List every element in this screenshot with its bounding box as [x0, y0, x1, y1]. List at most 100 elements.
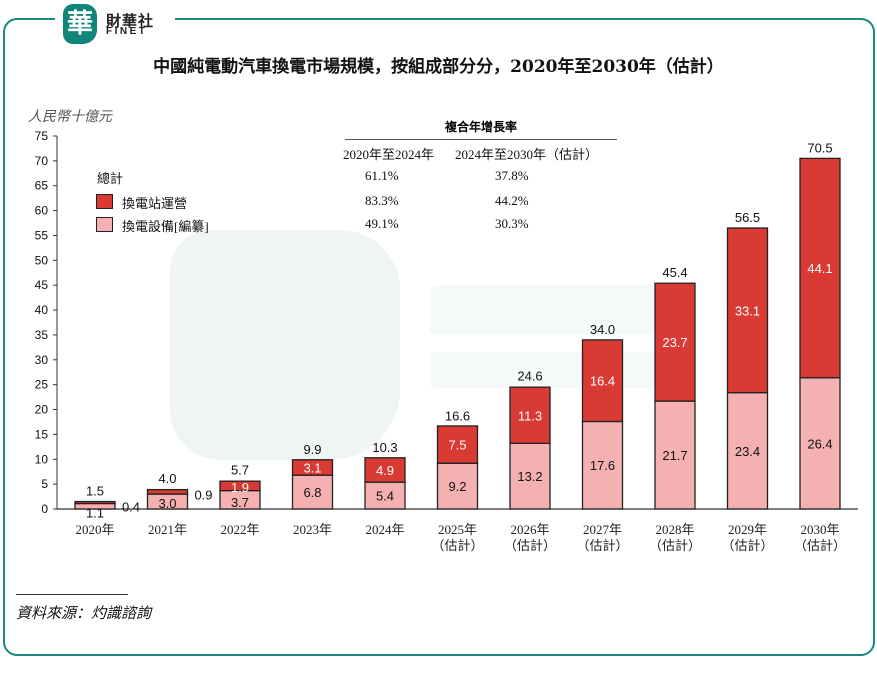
watermark-mark — [430, 285, 690, 335]
y-tick-label: 10 — [35, 452, 49, 466]
x-tick-label: 2024年 — [365, 522, 404, 537]
y-tick-label: 65 — [35, 179, 49, 193]
bar-segment — [509, 442, 551, 510]
x-tick-label: （估計） — [576, 538, 628, 553]
total-label: 5.7 — [231, 463, 249, 478]
y-tick-label: 15 — [35, 427, 49, 441]
data-label: 23.7 — [662, 335, 687, 350]
bar-segment — [799, 157, 841, 379]
x-tick-label: 2029年 — [728, 522, 767, 537]
cagr-value: 49.1% — [365, 216, 399, 231]
data-label: 3.1 — [303, 460, 321, 475]
logo-name-en: FINET — [106, 26, 148, 37]
data-label: 13.2 — [517, 469, 542, 484]
data-label: 0.9 — [194, 488, 212, 503]
data-label: 5.4 — [376, 489, 394, 504]
bar-segment — [364, 457, 406, 483]
source-divider — [16, 594, 128, 595]
cagr-heading: 複合年增長率 — [345, 118, 617, 140]
data-label: 26.4 — [807, 436, 832, 451]
cagr-value: 61.1% — [365, 168, 399, 183]
cagr-value: 30.3% — [495, 216, 529, 231]
data-label: 4.9 — [376, 463, 394, 478]
x-tick-label: （估計） — [504, 538, 556, 553]
cagr-col-1: 2020年至2024年 — [343, 147, 435, 162]
legend-operations: 換電站運營 — [122, 196, 188, 211]
y-tick-label: 40 — [35, 303, 49, 317]
y-tick-label: 50 — [35, 253, 49, 267]
data-label: 1.1 — [86, 506, 104, 521]
x-tick-label: 2026年 — [510, 522, 549, 537]
data-label: 7.5 — [448, 438, 466, 453]
data-label: 6.8 — [303, 485, 321, 500]
bar-segment — [74, 500, 116, 505]
cagr-value: 83.3% — [365, 193, 399, 208]
data-label: 3.7 — [231, 495, 249, 510]
y-tick-label: 70 — [35, 154, 49, 168]
y-tick-label: 55 — [35, 228, 49, 242]
total-label: 10.3 — [372, 440, 397, 455]
x-tick-label: 2025年 — [438, 522, 477, 537]
finet-logo: 華 — [63, 4, 97, 44]
data-label: 0.4 — [122, 500, 140, 515]
legend-total: 總計 — [97, 171, 124, 186]
chart-frame — [3, 18, 875, 656]
total-label: 16.6 — [445, 408, 470, 423]
bar-segment — [291, 459, 334, 476]
bar-segment — [581, 420, 624, 510]
watermark-glyph — [170, 230, 400, 460]
bar-segment — [364, 481, 406, 510]
x-tick-label: 2020年 — [75, 522, 114, 537]
y-axis-unit: 人民幣十億元 — [28, 109, 112, 125]
y-tick-label: 35 — [35, 328, 49, 342]
data-label: 21.7 — [662, 448, 687, 463]
bar-segment — [726, 227, 769, 394]
y-tick-label: 30 — [35, 353, 49, 367]
data-label: 17.6 — [590, 458, 615, 473]
data-label: 9.2 — [448, 479, 466, 494]
y-tick-label: 60 — [35, 204, 49, 218]
cagr-value: 37.8% — [495, 168, 529, 183]
cagr-col-2: 2024年至2030年（估計） — [455, 147, 599, 162]
x-tick-label: 2027年 — [583, 522, 622, 537]
x-tick-label: 2021年 — [148, 522, 187, 537]
y-tick-label: 25 — [35, 378, 49, 392]
x-tick-label: （估計） — [721, 538, 773, 553]
x-tick-label: 2028年 — [655, 522, 694, 537]
legend-equipment: 換電設備[編纂] — [122, 219, 209, 234]
bar-segment — [654, 282, 696, 402]
x-tick-label: （估計） — [649, 538, 701, 553]
y-tick-label: 45 — [35, 278, 49, 292]
total-label: 56.5 — [735, 210, 760, 225]
x-tick-label: 2022年 — [220, 522, 259, 537]
y-tick-label: 0 — [41, 502, 48, 516]
total-label: 70.5 — [807, 140, 832, 155]
bar-segment — [509, 386, 551, 445]
watermark-mark-en — [430, 352, 690, 388]
total-label: 4.0 — [158, 471, 176, 486]
legend-swatch-equipment — [96, 217, 113, 232]
data-label: 16.4 — [590, 374, 615, 389]
y-tick-label: 5 — [41, 477, 48, 491]
bar-segment — [436, 425, 479, 464]
x-tick-label: 2023年 — [293, 522, 332, 537]
x-tick-label: （估計） — [431, 538, 483, 553]
bar-segment — [219, 480, 261, 492]
data-label: 44.1 — [807, 261, 832, 276]
bar-segment — [436, 462, 479, 510]
data-label: 33.1 — [735, 303, 760, 318]
bar-segment — [146, 488, 189, 495]
bar-segment — [726, 391, 769, 510]
total-label: 45.4 — [662, 265, 687, 280]
bar-segment — [654, 400, 696, 510]
chart-title: 中國純電動汽車換電市場規模，按組成部分分，2020年至2030年（估計） — [153, 57, 724, 77]
data-label: 23.4 — [735, 444, 760, 459]
bar-segment — [581, 339, 624, 423]
legend-swatch-operations — [96, 194, 113, 209]
y-tick-label: 20 — [35, 403, 49, 417]
total-label: 9.9 — [303, 442, 321, 457]
source-note: 資料來源：灼識諮詢 — [16, 604, 152, 622]
total-label: 1.5 — [86, 484, 104, 499]
data-label: 3.0 — [158, 496, 176, 511]
